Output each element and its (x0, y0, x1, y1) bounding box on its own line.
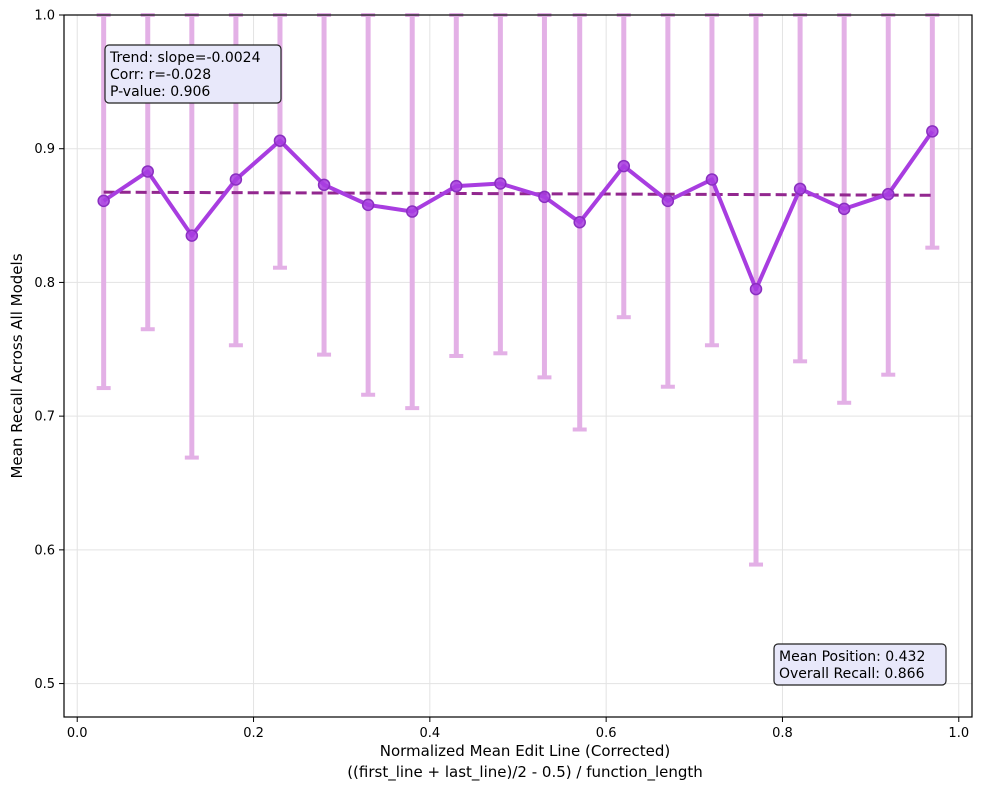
summary-annotation-box: Mean Position: 0.432 Overall Recall: 0.8… (773, 643, 947, 686)
series-line (102, 130, 934, 292)
data-point (141, 165, 154, 178)
stats-annotation-box: Trend: slope=-0.0024 Corr: r=-0.028 P-va… (104, 44, 282, 104)
y-tick-label: 0.9 (34, 142, 55, 157)
trend-line (103, 190, 933, 197)
data-point (494, 177, 507, 190)
data-point (405, 205, 419, 218)
x-tick-label: 0.4 (420, 726, 441, 741)
y-tick-label: 0.8 (34, 276, 55, 291)
y-tick-label: 0.7 (34, 410, 55, 425)
data-point (538, 190, 551, 204)
x-tick-label: 1.0 (948, 726, 969, 741)
x-tick-label: 0.0 (67, 726, 88, 741)
data-point (573, 216, 586, 229)
data-point (617, 159, 631, 173)
data-point (926, 125, 939, 138)
series-points (97, 125, 939, 296)
summary-line-position: Mean Position: 0.432 (779, 649, 925, 665)
trend-line-group (103, 190, 933, 197)
data-point (793, 182, 807, 196)
data-point (185, 229, 199, 242)
plot-frame (63, 14, 973, 718)
data-point (450, 179, 463, 193)
data-point (749, 282, 763, 296)
data-point (229, 173, 243, 186)
data-point (273, 134, 287, 147)
x-tick-label: 0.2 (243, 726, 264, 741)
x-axis-label-line2: ((first_line + last_line)/2 - 0.5) / fun… (347, 763, 703, 782)
y-tick-label: 0.6 (34, 543, 55, 558)
data-point (661, 194, 675, 208)
data-point (837, 202, 851, 216)
x-axis-label-line1: Normalized Mean Edit Line (Corrected) (380, 742, 671, 760)
x-tick-label: 0.8 (772, 726, 793, 741)
series-line-group (102, 130, 934, 292)
stats-box-background (104, 44, 282, 104)
y-tick-label: 1.0 (34, 9, 55, 24)
summary-line-recall: Overall Recall: 0.866 (779, 666, 925, 682)
stats-line-pvalue: P-value: 0.906 (110, 84, 210, 100)
x-tick-label: 0.6 (596, 726, 617, 741)
summary-box-background (773, 643, 947, 686)
data-point (317, 178, 331, 192)
plot-background (64, 15, 972, 717)
stats-line-trend: Trend: slope=-0.0024 (109, 50, 261, 66)
y-tick-label: 0.5 (34, 677, 55, 692)
data-point (97, 194, 110, 208)
data-point (361, 198, 375, 212)
data-point (705, 173, 719, 186)
axis-ticks: 0.0 0.2 0.4 0.6 0.8 1.0 0.5 0.6 0.7 0.8 0.9 1.0 (34, 9, 969, 742)
y-axis-label: Mean Recall Across All Models (8, 253, 26, 478)
stats-line-corr: Corr: r=-0.028 (110, 67, 211, 83)
data-point (882, 187, 895, 201)
